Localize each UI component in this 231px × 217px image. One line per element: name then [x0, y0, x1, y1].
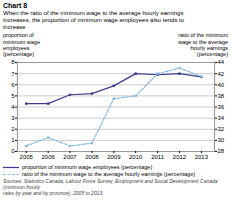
svg-text:6: 6	[11, 82, 15, 88]
svg-text:2013: 2013	[195, 154, 209, 160]
html-text:proportion of minimum wage emp: proportion of minimum wage employees (pe…	[22, 164, 153, 171]
html-text:ratio of the minimum wage to t: ratio of the minimum wage to the average…	[22, 170, 195, 177]
svg-text:2: 2	[11, 126, 15, 132]
svg-text:38: 38	[218, 93, 225, 99]
svg-text:2012: 2012	[173, 154, 187, 160]
svg-text:30: 30	[218, 137, 225, 143]
html-text:Chart 8: Chart 8	[3, 2, 28, 9]
html-text:Sources: Statistics Canada, La: Sources: Statistics Canada, Labour Force…	[3, 178, 218, 196]
svg-text:0: 0	[11, 149, 15, 155]
svg-text:42: 42	[218, 71, 225, 77]
html-text:When the ratio of the minimum: When the ratio of the minimum wage to th…	[3, 10, 185, 30]
svg-text:32: 32	[218, 126, 225, 132]
svg-text:3: 3	[11, 115, 15, 121]
svg-text:2009: 2009	[107, 154, 121, 160]
svg-text:28: 28	[218, 149, 225, 155]
svg-text:2005: 2005	[20, 154, 34, 160]
svg-text:5: 5	[11, 93, 15, 99]
html-text:ratio of the minimum wage to t: ratio of the minimum wage to the average…	[178, 32, 228, 57]
svg-text:2010: 2010	[129, 154, 143, 160]
svg-text:2007: 2007	[63, 154, 77, 160]
svg-text:4: 4	[11, 104, 15, 110]
svg-text:2008: 2008	[85, 154, 99, 160]
svg-text:8: 8	[11, 60, 15, 66]
svg-text:1: 1	[11, 137, 15, 143]
svg-text:34: 34	[218, 115, 225, 121]
html-text:proportion of minimum wage emp: proportion of minimum wage employees (pe…	[3, 32, 40, 57]
svg-text:36: 36	[218, 104, 225, 110]
svg-text:7: 7	[11, 71, 15, 77]
svg-text:2011: 2011	[151, 154, 165, 160]
svg-text:44: 44	[218, 60, 225, 66]
svg-text:40: 40	[218, 82, 225, 88]
svg-text:2006: 2006	[41, 154, 55, 160]
